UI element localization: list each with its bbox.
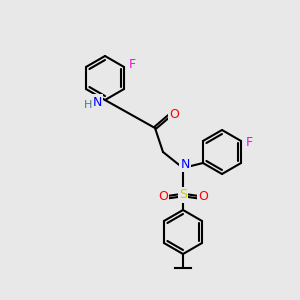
Text: O: O (158, 190, 168, 203)
Text: N: N (92, 95, 102, 109)
Text: S: S (179, 188, 187, 202)
Text: H: H (84, 100, 92, 110)
Text: O: O (169, 107, 179, 121)
Text: F: F (128, 58, 136, 71)
Text: N: N (180, 158, 190, 170)
Text: F: F (245, 136, 253, 149)
Text: O: O (198, 190, 208, 203)
